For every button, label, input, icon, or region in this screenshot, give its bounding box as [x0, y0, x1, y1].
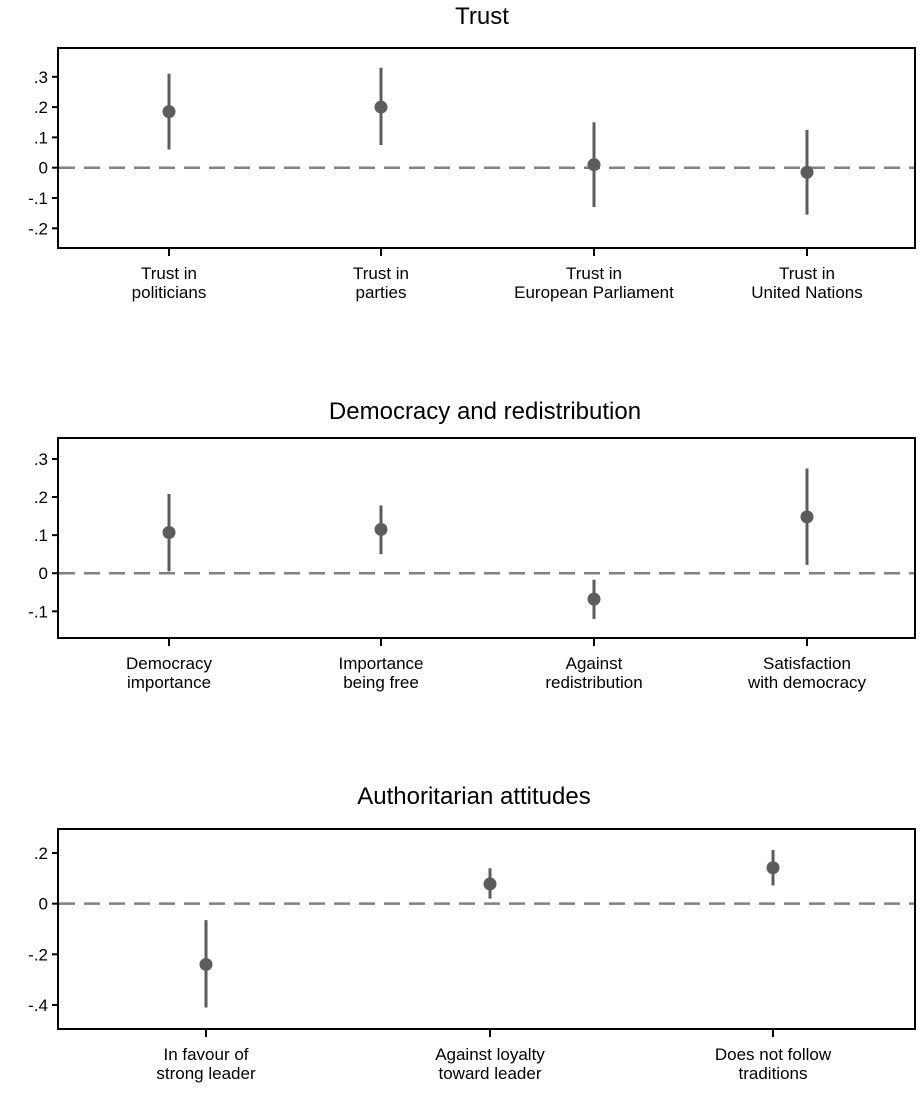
y-tick-label: .1 — [34, 526, 48, 545]
x-tick-label: politicians — [132, 283, 207, 302]
y-tick-label: -.2 — [28, 219, 48, 238]
panel-title: Trust — [455, 3, 509, 30]
x-tick-label: Trust in — [141, 264, 197, 283]
x-tick-label: with democracy — [747, 673, 867, 692]
panel-authoritarian-attitudes: Authoritarian attitudes .2 0 -.2 -.4 In favo… — [28, 783, 916, 1083]
x-tick-label: parties — [355, 283, 406, 302]
point-estimate — [800, 165, 814, 179]
y-tick-label: .1 — [34, 128, 48, 147]
x-tick-label: Democracy — [126, 654, 212, 673]
point-estimate — [374, 522, 388, 536]
y-tick-label: 0 — [39, 564, 48, 583]
y-tick-label: .2 — [34, 844, 48, 863]
plot-frame — [57, 47, 916, 249]
x-tick-label: Against loyalty — [435, 1045, 545, 1064]
point-estimate — [766, 861, 780, 875]
y-tick-label: .3 — [34, 68, 48, 87]
x-tick-label: importance — [127, 673, 211, 692]
y-tick-label: -.4 — [28, 996, 48, 1015]
panel-title: Authoritarian attitudes — [357, 783, 590, 810]
x-tick-label: Against — [566, 654, 623, 673]
x-tick-label: Satisfaction — [763, 654, 851, 673]
x-tick-label: redistribution — [545, 673, 642, 692]
y-tick-label: .3 — [34, 450, 48, 469]
y-tick-label: 0 — [39, 895, 48, 914]
point-estimate — [587, 158, 601, 172]
x-tick-label: Importance — [338, 654, 423, 673]
x-tick-label: Trust in — [779, 264, 835, 283]
x-tick-label: Trust in — [353, 264, 409, 283]
point-estimate — [374, 100, 388, 114]
x-tick-label: traditions — [739, 1064, 808, 1083]
plot-frame — [57, 437, 916, 639]
y-tick-label: -.2 — [28, 945, 48, 964]
point-estimate — [162, 525, 176, 539]
x-tick-label: toward leader — [438, 1064, 541, 1083]
x-tick-label: Trust in — [566, 264, 622, 283]
y-tick-label: 0 — [39, 159, 48, 178]
point-estimate — [483, 877, 497, 891]
panel-title: Democracy and redistribution — [329, 398, 641, 425]
point-estimate — [587, 592, 601, 606]
point-estimate — [800, 510, 814, 524]
x-tick-label: United Nations — [751, 283, 863, 302]
y-tick-label: -.1 — [28, 602, 48, 621]
x-tick-label: Does not follow — [715, 1045, 832, 1064]
x-tick-label: In favour of — [163, 1045, 248, 1064]
point-estimate — [199, 957, 213, 971]
point-estimate — [162, 105, 176, 119]
y-tick-label: .2 — [34, 488, 48, 507]
plot-frame — [57, 828, 916, 1030]
x-tick-label: European Parliament — [514, 283, 674, 302]
x-tick-label: being free — [343, 673, 419, 692]
y-tick-label: -.1 — [28, 189, 48, 208]
x-tick-label: strong leader — [156, 1064, 256, 1083]
y-tick-label: .2 — [34, 98, 48, 117]
panel-democracy-redistribution: Democracy and redistribution .3 .2 .1 0 -.1 D… — [28, 398, 916, 692]
